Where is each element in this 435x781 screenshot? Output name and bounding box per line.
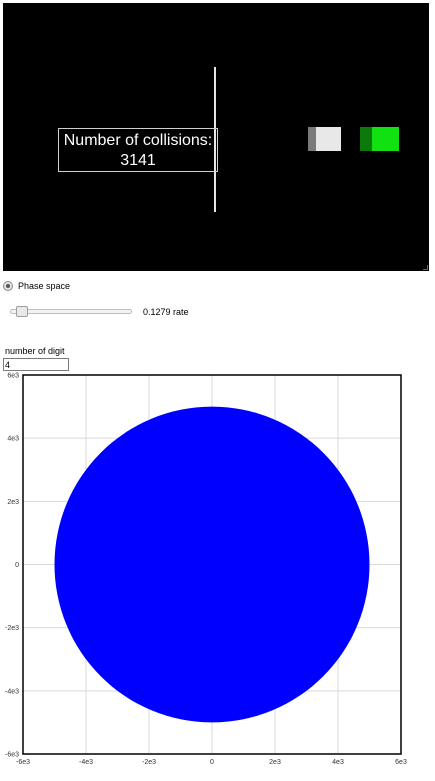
rate-slider-thumb[interactable] [15, 306, 28, 317]
phase-space-circle [54, 406, 370, 723]
wall [214, 67, 216, 212]
y-tick-label: -6e3 [5, 752, 19, 759]
x-tick-label: -2e3 [142, 759, 156, 766]
digit-label: number of digit [5, 346, 65, 356]
y-tick-label: -4e3 [5, 688, 19, 695]
plot-frame [22, 374, 402, 755]
resize-grip-icon[interactable] [423, 265, 428, 270]
simulation-canvas: Number of collisions: 3141 [3, 3, 429, 271]
x-tick-label: 6e3 [395, 759, 407, 766]
y-tick-label: 2e3 [7, 499, 19, 506]
phase-space-label: Phase space [18, 281, 71, 291]
x-tick-label: 0 [210, 759, 214, 766]
digit-input[interactable] [3, 358, 69, 371]
y-tick-label: 6e3 [7, 373, 19, 380]
big-block [360, 127, 399, 151]
phase-space-radio[interactable] [3, 281, 13, 291]
collision-counter: Number of collisions: 3141 [58, 128, 218, 172]
collision-count: 3141 [120, 152, 156, 169]
rate-slider-track[interactable] [10, 309, 132, 314]
rate-value: 0.1279 [143, 307, 171, 317]
y-tick-label: 4e3 [7, 436, 19, 443]
y-tick-label: 0 [15, 562, 19, 569]
x-tick-label: -6e3 [16, 759, 30, 766]
x-tick-label: 2e3 [269, 759, 281, 766]
rate-label: rate [173, 307, 189, 317]
small-block [308, 127, 341, 151]
x-tick-label: -4e3 [79, 759, 93, 766]
collision-label: Number of collisions: [63, 132, 213, 149]
phase-space-chart: -6e3 -4e3 -2e3 0 2e3 4e3 6e3 6e3 4e3 2e3 0 -2e3 -4e3… [5, 373, 407, 767]
x-tick-label: 4e3 [332, 759, 344, 766]
phase-space-option[interactable]: Phase space [3, 279, 70, 293]
y-tick-label: -2e3 [5, 625, 19, 632]
phase-space-plot: -6e3 -4e3 -2e3 0 2e3 4e3 6e3 6e3 4e3 2e3 0 -2e3 -4e3… [0, 370, 435, 781]
